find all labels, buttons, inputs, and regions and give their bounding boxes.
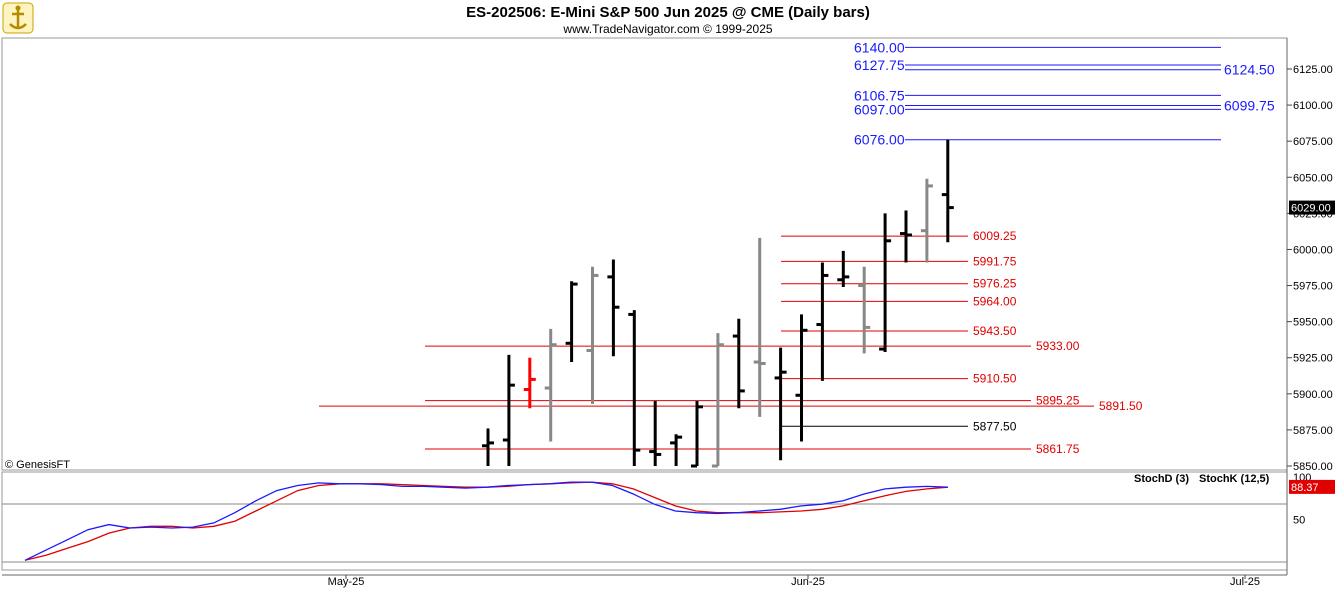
price-tick-label: 5850.00 <box>1293 461 1333 473</box>
price-bars <box>482 139 954 468</box>
axes: 5850.00 5875.00 5900.00 5925.00 5950.00 5975.… <box>328 64 1335 588</box>
last-price-badge <box>1289 200 1335 215</box>
price-tick-label: 5875.00 <box>1293 425 1333 437</box>
price-tick-label: 6075.00 <box>1293 136 1333 148</box>
price-tick-label: 5925.00 <box>1293 353 1333 365</box>
price-tick-label: 6050.00 <box>1293 172 1333 184</box>
stochastic-series-line <box>24 481 949 561</box>
red-level-label: 5895.25 <box>1036 394 1080 408</box>
blue-level-label: 6140.00 <box>854 39 905 55</box>
price-tick-label: 5975.00 <box>1293 281 1333 293</box>
red-level-label: 5891.50 <box>1099 399 1143 413</box>
red-level-label: 5943.50 <box>973 324 1017 338</box>
date-tick-label: Jul-25 <box>1230 576 1260 588</box>
blue-level-label: 6076.00 <box>854 132 905 148</box>
red-level-label: 5861.75 <box>1036 442 1080 456</box>
stochastic-tick-label: 50 <box>1293 515 1305 527</box>
red-level-label: 5964.00 <box>973 294 1017 308</box>
red-level-label: 5991.75 <box>973 254 1017 268</box>
blue-level-label: 6097.00 <box>854 101 905 117</box>
stochastic-panel-border <box>1 471 1288 571</box>
chart-title: ES-202506: E-Mini S&P 500 Jun 2025 @ CME… <box>466 4 870 21</box>
chart-frame <box>1 37 1288 576</box>
copyright-label: © GenesisFT <box>5 459 70 471</box>
stochastic-lines: StochD (3) StochK (12,5) <box>24 473 1270 561</box>
price-panel-border <box>1 37 1288 471</box>
stochastic-value-badge <box>1289 479 1335 494</box>
price-tick-label: 5950.00 <box>1293 317 1333 329</box>
chart-subtitle: www.TradeNavigator.com © 1999-2025 <box>562 22 772 36</box>
price-levels: 6140.00 6127.75 6124.50 6106.75 6099.75 6097.… <box>319 39 1275 456</box>
date-tick-label: Jun-25 <box>791 576 825 588</box>
blue-level-label: 6127.75 <box>854 57 905 73</box>
black-level-label: 5877.50 <box>973 419 1017 433</box>
date-tick-label: May-25 <box>328 576 365 588</box>
blue-level-label: 6106.75 <box>854 87 905 103</box>
red-level-label: 5933.00 <box>1036 339 1080 353</box>
red-level-label: 6009.25 <box>973 229 1017 243</box>
price-tick-label: 6000.00 <box>1293 244 1333 256</box>
stochastic-legend-label: StochK (12,5) <box>1199 473 1270 485</box>
blue-level-label: 6099.75 <box>1224 97 1275 113</box>
stochastic-series-line <box>24 481 949 561</box>
stochastic-value-label: 88.37 <box>1291 482 1319 494</box>
red-level-label: 5976.25 <box>973 277 1017 291</box>
stochastic-legend-label: StochD (3) <box>1134 473 1189 485</box>
trade-navigator-logo-icon <box>2 2 34 34</box>
price-tick-label: 5900.00 <box>1293 389 1333 401</box>
blue-level-label: 6124.50 <box>1224 62 1275 78</box>
red-level-label: 5910.50 <box>973 372 1017 386</box>
price-tick-label: 6125.00 <box>1293 64 1333 76</box>
last-price-label: 6029.00 <box>1291 203 1331 215</box>
price-tick-label: 6100.00 <box>1293 100 1333 112</box>
